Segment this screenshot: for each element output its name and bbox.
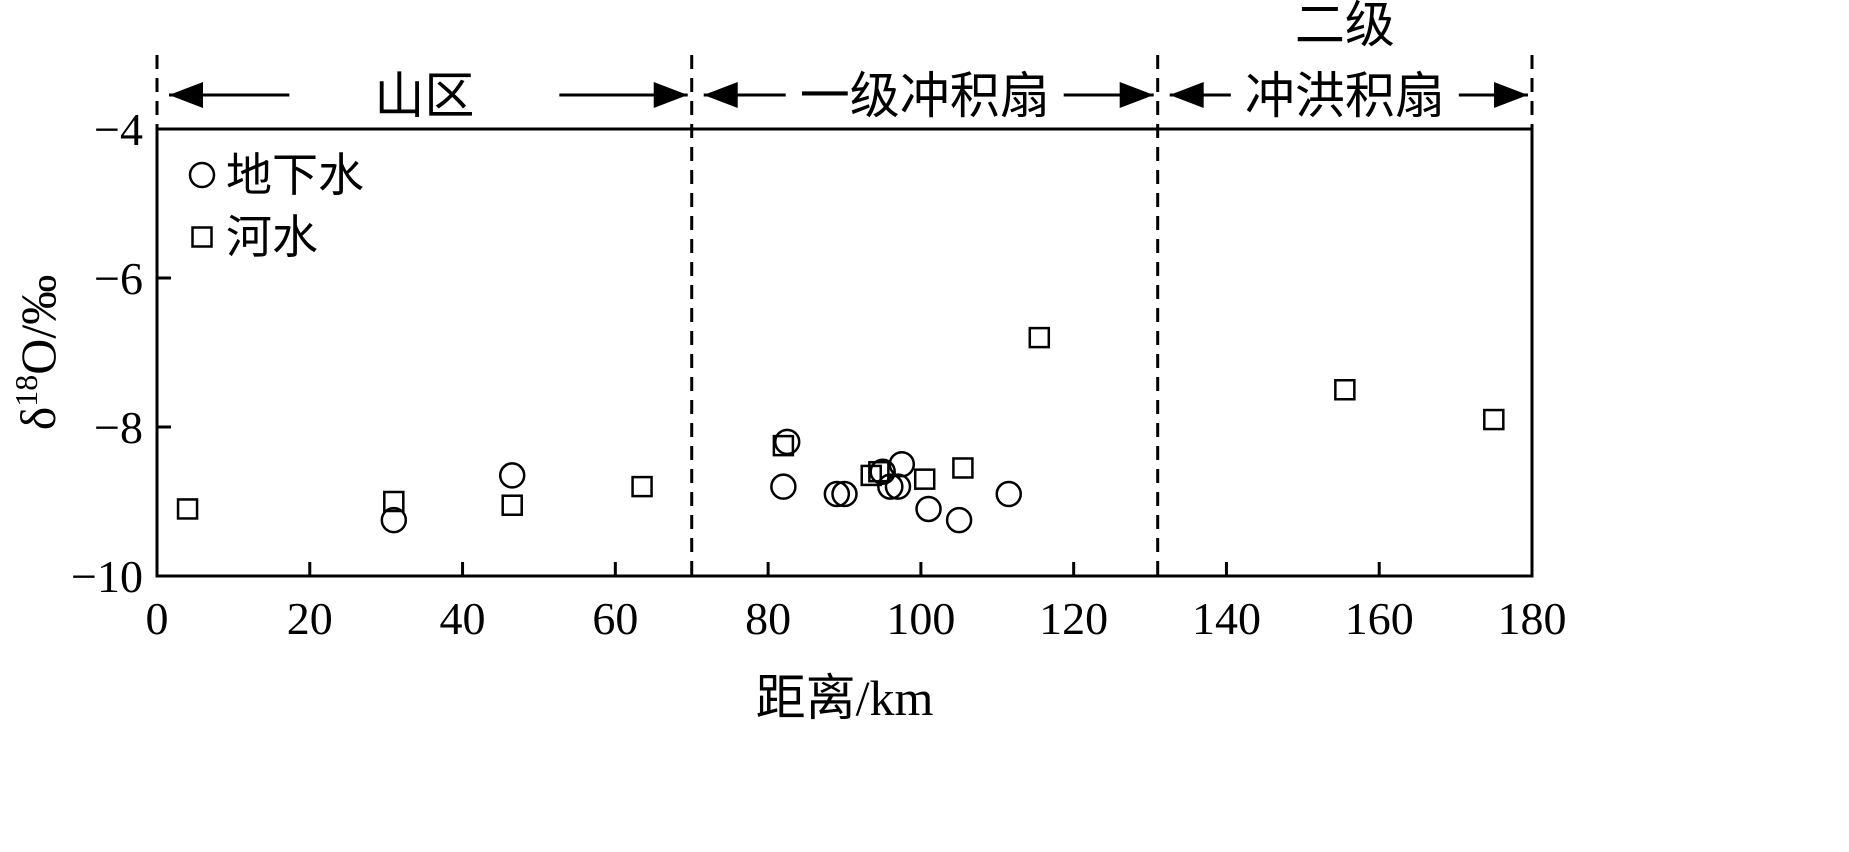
river-water-point <box>868 460 890 483</box>
groundwater-point <box>877 473 904 500</box>
x-tick-label: 100 <box>886 593 955 644</box>
x-tick-label: 40 <box>440 593 486 644</box>
x-tick-label: 120 <box>1039 593 1108 644</box>
zone-label: 山区 <box>374 68 474 124</box>
groundwater-point <box>498 462 526 489</box>
legend-marker-square <box>191 226 213 248</box>
x-axis: 0 20 40 60 80 100 120 140 160 180 <box>146 562 1567 644</box>
zone-boundaries <box>155 55 1534 576</box>
groundwater-point <box>945 506 973 534</box>
plot-frame <box>155 127 1534 578</box>
groundwater-point <box>915 495 942 523</box>
legend-label: 地下水 <box>226 150 364 201</box>
x-tick-label: 140 <box>1192 593 1261 644</box>
x-axis-title: 距离/km <box>756 670 934 726</box>
river-water-point <box>631 475 653 498</box>
zone-label: 二级 <box>1295 0 1395 53</box>
groundwater-point <box>888 451 916 478</box>
zone-arrow-head <box>1494 82 1528 108</box>
x-tick-label: 160 <box>1345 593 1414 644</box>
river-water-point <box>501 494 523 516</box>
river-water-point <box>176 498 199 520</box>
x-tick-label: 180 <box>1498 593 1567 644</box>
zone-arrow-head <box>1169 82 1204 108</box>
x-tick-label: 80 <box>745 593 791 644</box>
zone-annotations: 山区 一级冲积扇 冲洪积扇 二级 <box>169 0 1528 124</box>
y-axis-title: δ18O/‰ <box>8 275 66 431</box>
groundwater-point <box>770 473 797 500</box>
river-water-point <box>772 434 795 457</box>
groundwater-point <box>869 458 896 485</box>
river-water-point <box>1483 408 1505 431</box>
zone-label: 一级冲积扇 <box>800 68 1050 124</box>
legend-label: 河水 <box>226 212 318 263</box>
data-points <box>176 326 1505 534</box>
groundwater-point <box>773 428 801 456</box>
y-axis-title-rest: O/‰ <box>10 275 66 375</box>
legend-marker-circle <box>188 161 216 189</box>
groundwater-point <box>995 480 1022 508</box>
river-water-point <box>383 490 405 513</box>
y-tick-label: −6 <box>94 253 143 304</box>
river-water-point <box>1028 326 1051 349</box>
x-tick-label: 20 <box>287 593 333 644</box>
river-water-point <box>860 464 882 487</box>
river-water-point <box>952 457 974 479</box>
y-tick-label: −8 <box>94 402 143 453</box>
x-tick-label: 0 <box>146 593 169 644</box>
y-tick-label: −4 <box>94 104 143 155</box>
river-water-point <box>1334 379 1356 401</box>
y-axis-title-sup: 18 <box>8 375 44 407</box>
river-water-point <box>913 468 936 490</box>
zone-arrow-head <box>703 82 738 108</box>
y-tick-label: −10 <box>71 551 143 602</box>
zone-arrow-head <box>653 82 688 108</box>
y-axis: −4 −6 −8 −10 <box>71 104 171 602</box>
zone-arrow-head <box>169 82 203 108</box>
groundwater-point <box>831 480 858 508</box>
groundwater-point <box>380 506 408 534</box>
y-axis-title-delta: δ <box>10 407 66 431</box>
zone-label: 冲洪积扇 <box>1245 68 1445 124</box>
zone-arrow-head <box>1119 82 1154 108</box>
x-tick-label: 60 <box>592 593 638 644</box>
groundwater-point <box>823 480 851 508</box>
